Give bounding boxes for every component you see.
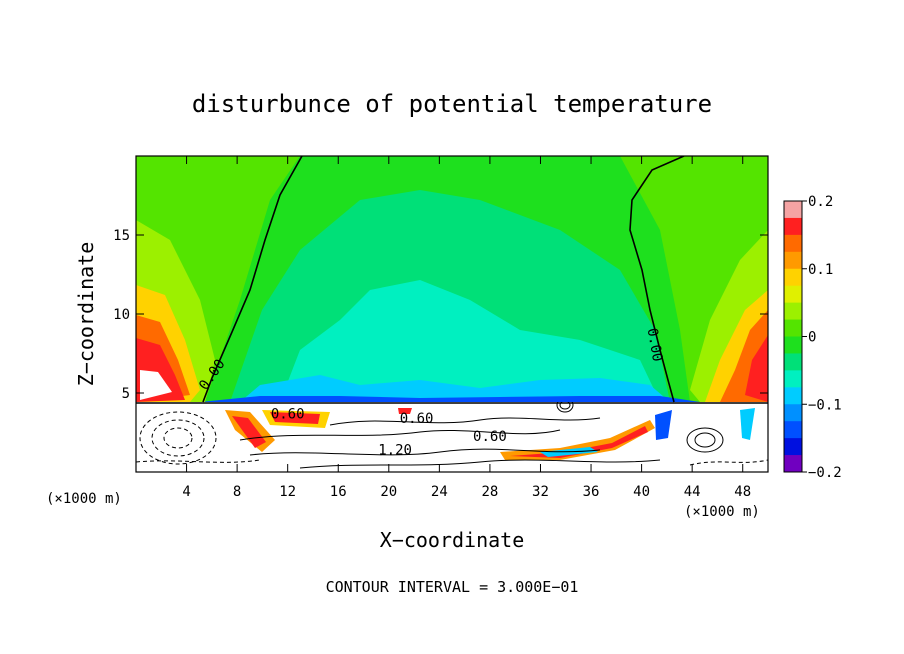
x-unit-right: (×1000 m) <box>684 504 760 520</box>
contour-ring-4 <box>694 432 716 448</box>
x-tick-label: 44 <box>684 484 701 500</box>
y-tick-label: 10 <box>113 307 130 323</box>
colorbar-swatch <box>784 421 802 439</box>
colorbar-swatch <box>784 319 802 337</box>
y-axis: 5 10 15 <box>113 228 768 402</box>
contour-lower-4 <box>329 417 601 426</box>
x-axis: 4 8 12 16 20 24 28 32 36 40 44 48 <box>182 156 751 500</box>
region-cyan-band <box>240 375 670 402</box>
colorbar-swatch <box>784 404 802 422</box>
colorbar-swatch <box>784 234 802 253</box>
colorbar-swatch <box>784 387 802 405</box>
contour-ring-3 <box>686 427 724 453</box>
contour-ring-1 <box>556 402 574 413</box>
x-tick-label: 4 <box>182 484 190 500</box>
y-axis-label: Z−coordinate <box>74 242 98 387</box>
left-warm-plume-core <box>140 370 172 400</box>
x-axis-label: X−coordinate <box>380 528 525 552</box>
contour-label: 0.60 <box>271 406 305 422</box>
lower-red-patch-small <box>398 408 412 414</box>
x-tick-label: 40 <box>633 484 650 500</box>
x-tick-label: 16 <box>330 484 347 500</box>
contour-label: 0.60 <box>473 429 507 445</box>
colorbar-swatch <box>784 455 802 473</box>
plot-area: 0.000.000.60 0.600.601.20 <box>136 156 768 472</box>
colorbar-tick-label: −0.2 <box>808 465 842 481</box>
contour-interval-note: CONTOUR INTERVAL = 3.000E−01 <box>326 578 579 596</box>
lower-cold-patch-far-right <box>740 408 755 440</box>
contour-label: 1.20 <box>378 443 412 459</box>
lower-red-streak-left <box>232 416 266 448</box>
colorbar-swatch <box>784 353 802 371</box>
x-tick-label: 32 <box>532 484 549 500</box>
chart-title: disturbunce of potential temperature <box>192 90 712 118</box>
contour-lines-lower <box>239 402 724 469</box>
colorbar-swatch <box>784 336 802 354</box>
x-tick-label: 12 <box>279 484 296 500</box>
x-tick-label: 24 <box>431 484 448 500</box>
colorbar-swatch <box>784 438 802 456</box>
contour-ring-2 <box>559 402 571 410</box>
x-tick-label: 20 <box>380 484 397 500</box>
contour-zero-left <box>202 156 303 403</box>
x-tick-label: 28 <box>481 484 498 500</box>
lower-red-patch-center <box>270 412 320 424</box>
x-tick-label: 36 <box>583 484 600 500</box>
colorbar-tick-label: 0 <box>808 330 816 346</box>
colorbar-swatch <box>784 370 802 388</box>
dashed-ring-2 <box>151 419 205 457</box>
lower-cold-patch-right <box>655 410 672 440</box>
contour-label: 0.00 <box>644 327 666 363</box>
contour-lines <box>136 156 768 404</box>
region-blue-band <box>200 396 700 402</box>
contour-lower-2 <box>249 448 601 456</box>
colorbar-swatch <box>784 201 802 219</box>
colorbar-tick-label: 0.2 <box>808 194 833 210</box>
x-unit-left: (×1000 m) <box>46 491 122 507</box>
dashed-lower-1 <box>136 459 261 463</box>
colorbar-swatch <box>784 285 802 304</box>
x-tick-label: 8 <box>233 484 241 500</box>
colorbar-swatch <box>784 302 802 321</box>
right-warm-plume-red <box>745 335 768 402</box>
colorbar-swatch <box>784 217 802 236</box>
contour-lines-dashed <box>136 411 768 466</box>
colorbar: 0.2 0.1 0 −0.1 −0.2 <box>783 194 842 481</box>
contour-lower-1 <box>239 429 561 441</box>
region-more-negative <box>280 280 660 402</box>
contour-lower-3 <box>299 459 661 469</box>
colorbar-tick-label: 0.1 <box>808 262 833 278</box>
contour-zero-right <box>629 156 685 403</box>
dashed-lower-2 <box>689 459 768 466</box>
dashed-ring-1 <box>139 411 217 465</box>
y-tick-label: 5 <box>122 386 130 402</box>
colorbar-swatch <box>784 268 802 287</box>
colorbar-tick-label: −0.1 <box>808 397 842 413</box>
y-tick-label: 15 <box>113 228 130 244</box>
x-tick-label: 48 <box>734 484 751 500</box>
contour-label: 0.60 <box>400 411 434 427</box>
colorbar-swatch <box>784 251 802 270</box>
lower-warm-streak-right <box>500 420 655 460</box>
dashed-ring-3 <box>163 427 193 449</box>
